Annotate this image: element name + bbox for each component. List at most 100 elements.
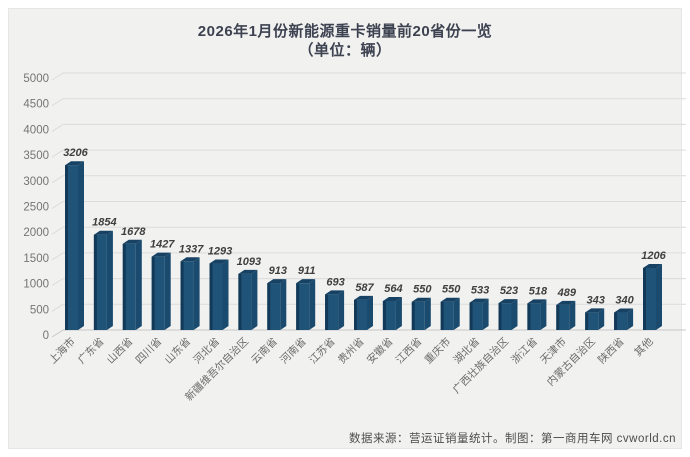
bar-value-label: 533	[471, 285, 489, 297]
bar-top-face	[354, 295, 373, 300]
x-category-label: 山西省	[104, 335, 135, 366]
bar-top-face	[151, 252, 171, 257]
bar	[382, 301, 396, 330]
y-tick-label: 500	[30, 304, 49, 316]
bar-value-label: 1854	[92, 217, 116, 229]
bar-value-label: 1293	[208, 246, 232, 258]
bar-right-face	[453, 297, 460, 330]
bar-value-label: 1337	[179, 243, 204, 255]
bar-right-face	[395, 297, 402, 330]
x-category-label: 江西省	[393, 335, 424, 366]
bar-top-face	[643, 264, 662, 269]
bar-right-face	[569, 300, 576, 330]
y-tick-label: 3000	[23, 176, 49, 188]
y-tick-label: 1000	[23, 279, 49, 291]
y-tick-label: 2000	[23, 227, 49, 239]
bar-top-face	[411, 297, 431, 302]
bar-value-label: 550	[442, 284, 461, 296]
bar	[209, 263, 223, 330]
y-tick-label: 0	[43, 330, 49, 342]
bar-right-face	[627, 308, 634, 330]
bar-right-face	[338, 290, 345, 330]
bar-top-face	[238, 269, 258, 274]
bar-left-face	[296, 283, 300, 330]
bar-right-face	[251, 269, 258, 330]
bar-top-face	[209, 259, 229, 264]
bar-right-face	[78, 161, 84, 330]
bar-top-face	[93, 230, 113, 235]
gridline	[51, 175, 686, 184]
x-category-label: 云南省	[248, 335, 279, 366]
bar-left-face	[527, 303, 531, 330]
bar-top-face	[267, 279, 287, 284]
bar-top-face	[585, 308, 605, 313]
bar-value-label: 1206	[641, 250, 666, 262]
bar-left-face	[180, 261, 184, 330]
x-category-label: 安徽省	[364, 335, 395, 366]
chart-panel-background	[8, 8, 682, 449]
bar-value-label: 693	[326, 276, 344, 288]
bar-right-face	[367, 295, 373, 330]
x-category-label: 江苏省	[306, 335, 337, 366]
bar-right-face	[598, 308, 605, 330]
bar-top-face	[122, 239, 142, 244]
gridline	[51, 98, 686, 107]
bar	[440, 301, 454, 330]
bar	[614, 312, 628, 330]
bar-left-face	[325, 294, 329, 330]
bar-right-face	[482, 298, 489, 330]
bar-left-face	[151, 256, 155, 330]
chart-title: 2026年1月份新能源重卡销量前20省份一览 （单位：辆）	[0, 22, 690, 60]
bar	[585, 312, 599, 330]
bar-top-face	[440, 297, 460, 302]
bar-right-face	[511, 299, 518, 330]
bar-value-label: 340	[615, 295, 634, 307]
bar	[238, 273, 252, 330]
x-category-label: 陕西省	[595, 335, 626, 366]
x-category-label: 其他	[632, 335, 656, 359]
bar-left-face	[93, 234, 97, 330]
bar-left-face	[238, 273, 242, 330]
bar-value-label: 587	[355, 282, 374, 294]
x-category-label: 山东省	[162, 335, 193, 366]
gridline	[51, 72, 686, 81]
bar-left-face	[65, 165, 68, 330]
y-tick-label: 4500	[23, 99, 49, 111]
bar-value-label: 1093	[237, 256, 261, 268]
bar	[527, 303, 541, 330]
bar	[469, 302, 483, 330]
bar-top-face	[325, 290, 345, 295]
bar-left-face	[382, 301, 386, 330]
x-category-label: 四川省	[133, 335, 164, 366]
bar	[556, 304, 570, 330]
data-source-note: 数据来源：营运证销量统计。制图：第一商用车网 cvworld.cn	[348, 433, 676, 445]
bar-right-face	[106, 230, 113, 330]
bar-value-label: 343	[587, 294, 605, 306]
bar-top-face	[556, 300, 576, 305]
bar-left-face	[411, 301, 415, 330]
bar-top-face	[65, 161, 84, 166]
y-tick-label: 2500	[23, 202, 49, 214]
bar-left-face	[556, 304, 560, 330]
bar-right-face	[222, 259, 229, 330]
bar-value-label: 518	[529, 285, 548, 297]
x-category-label: 河南省	[277, 335, 308, 366]
bar-left-face	[498, 303, 502, 330]
bar-value-label: 564	[384, 283, 402, 295]
gridline	[51, 201, 686, 209]
bar	[354, 299, 367, 330]
gridline	[51, 252, 686, 261]
x-category-label: 广东省	[75, 335, 106, 366]
gridline	[51, 149, 686, 158]
bar-value-label: 550	[413, 284, 432, 296]
gridline	[51, 226, 686, 235]
bar-right-face	[309, 279, 316, 330]
bar-top-face	[498, 299, 518, 304]
bar	[267, 283, 281, 330]
gridline	[51, 278, 686, 287]
bar-right-face	[193, 257, 200, 330]
bar-value-label: 1427	[150, 239, 175, 251]
bar-value-label: 523	[500, 285, 518, 297]
x-category-label: 贵州省	[335, 335, 366, 366]
